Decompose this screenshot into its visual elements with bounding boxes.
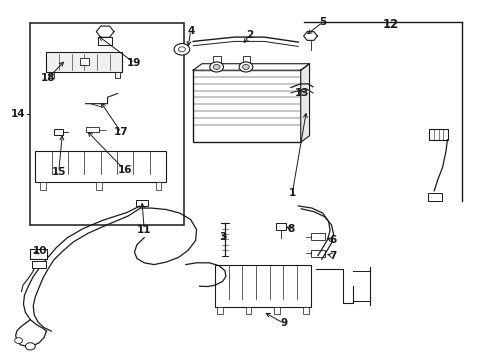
Text: 10: 10: [33, 246, 47, 256]
Bar: [213, 56, 221, 64]
Text: 19: 19: [127, 58, 142, 68]
Circle shape: [239, 62, 252, 72]
Bar: [40, 182, 46, 190]
Text: 5: 5: [319, 17, 325, 27]
Text: 2: 2: [245, 30, 252, 40]
Text: 15: 15: [51, 167, 66, 177]
Text: 11: 11: [137, 225, 151, 235]
Bar: [302, 307, 308, 314]
Bar: [35, 151, 166, 182]
Bar: [98, 37, 112, 45]
Bar: [85, 127, 99, 132]
Bar: [242, 56, 250, 64]
Text: 3: 3: [219, 232, 225, 242]
Bar: [30, 23, 184, 225]
Circle shape: [178, 47, 185, 52]
Circle shape: [15, 338, 22, 343]
Bar: [80, 58, 88, 65]
Polygon shape: [300, 64, 309, 142]
Bar: [49, 72, 54, 78]
Bar: [276, 223, 285, 230]
Bar: [54, 129, 62, 135]
Circle shape: [174, 44, 189, 55]
Text: 1: 1: [288, 188, 295, 198]
Bar: [245, 307, 251, 314]
Bar: [46, 52, 122, 72]
Bar: [193, 70, 300, 142]
Circle shape: [213, 64, 220, 69]
Text: 14: 14: [11, 109, 26, 120]
Bar: [30, 249, 47, 259]
Text: 18: 18: [41, 73, 55, 84]
Text: 9: 9: [280, 318, 286, 328]
Text: 4: 4: [186, 26, 194, 36]
Bar: [32, 261, 46, 268]
Polygon shape: [193, 64, 309, 70]
Text: 8: 8: [287, 224, 294, 234]
Bar: [215, 265, 310, 307]
Bar: [96, 182, 102, 190]
Bar: [427, 193, 441, 201]
Bar: [136, 200, 147, 206]
Circle shape: [25, 343, 35, 350]
Bar: [155, 182, 161, 190]
Bar: [274, 307, 280, 314]
Text: 6: 6: [328, 235, 335, 246]
Text: 12: 12: [382, 18, 399, 31]
Bar: [310, 250, 325, 257]
Bar: [310, 233, 325, 240]
Circle shape: [209, 62, 223, 72]
Circle shape: [242, 64, 249, 69]
Bar: [217, 307, 223, 314]
Text: 16: 16: [117, 165, 132, 175]
Bar: [115, 72, 120, 78]
Bar: [428, 129, 447, 140]
Text: 7: 7: [328, 251, 336, 261]
Text: 17: 17: [114, 127, 128, 138]
Text: 13: 13: [294, 88, 309, 98]
